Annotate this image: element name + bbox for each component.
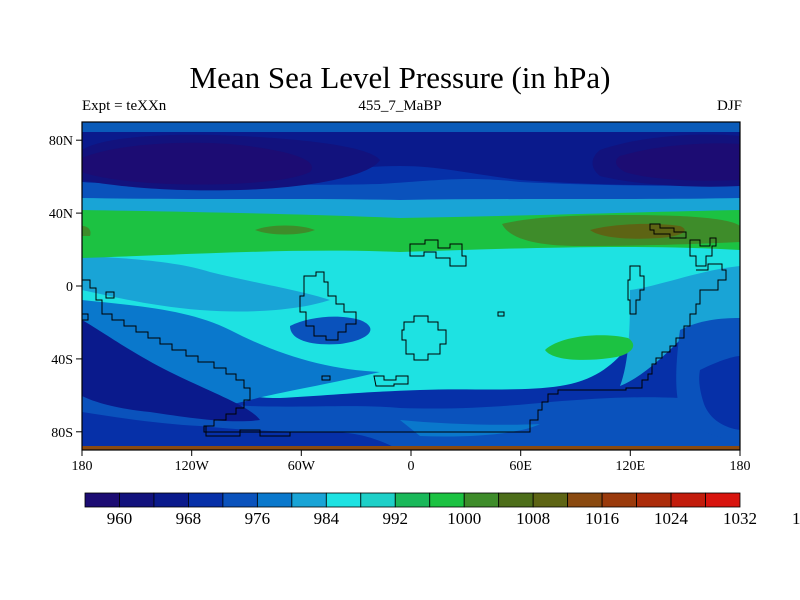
central-high-cell — [255, 225, 315, 235]
south-pacific-low — [82, 320, 260, 422]
x-tick-label: 60W — [288, 459, 316, 474]
north-transition-2 — [82, 178, 740, 200]
east-pacific-shade — [82, 256, 330, 312]
colorbar-swatch — [463, 492, 500, 508]
colorbar-swatch — [601, 492, 637, 508]
y-tick-label: 40N — [49, 207, 73, 222]
colorbar-swatch — [360, 492, 396, 508]
colorbar-swatch — [153, 492, 189, 508]
south-pole-cap — [82, 446, 740, 450]
east-south-low — [699, 356, 740, 430]
colorbar-swatch — [256, 492, 293, 508]
map-title: Mean Sea Level Pressure (in hPa) — [189, 60, 611, 95]
season-label: DJF — [716, 98, 742, 114]
colorbar-swatch — [394, 492, 431, 508]
x-tick-label: 120E — [616, 459, 646, 474]
southern-trough-west — [82, 412, 400, 450]
colorbar-swatch — [119, 492, 155, 508]
colorbar-label: 968 — [176, 509, 202, 528]
pressure-field — [82, 122, 740, 450]
y-tick-label: 80S — [51, 426, 73, 441]
x-tick-label: 0 — [408, 459, 415, 474]
x-tick-label: 180 — [72, 459, 93, 474]
colorbar-label: 984 — [314, 509, 340, 528]
coastlines — [82, 223, 727, 437]
colorbar-swatch — [670, 492, 706, 508]
colorbar-swatch — [325, 492, 362, 508]
colorbar-label: 992 — [383, 509, 409, 528]
indian-ocean-high — [545, 335, 634, 360]
west-edge-high — [82, 226, 91, 236]
x-tick-label: 120W — [175, 459, 210, 474]
x-tick-label: 180 — [730, 459, 751, 474]
colorbar-label: 976 — [245, 509, 271, 528]
experiment-label: Expt = teXXn — [82, 98, 167, 114]
colorbar-swatch — [291, 492, 327, 508]
colorbar-label: 1024 — [654, 509, 689, 528]
colorbar-swatch — [532, 492, 569, 508]
colorbar-swatch — [84, 492, 120, 508]
colorbar-label: 960 — [107, 509, 133, 528]
x-tick-label: 60E — [509, 459, 532, 474]
colorbar-label: 1032 — [723, 509, 757, 528]
colorbar-swatch — [429, 492, 465, 508]
colorbar-swatch — [567, 492, 603, 508]
north-pole-cap — [82, 122, 740, 132]
axis-ticks — [76, 139, 741, 456]
colorbar-swatch — [222, 492, 258, 508]
atlantic-low-core — [615, 143, 740, 181]
y-tick-label: 0 — [66, 280, 73, 295]
east-trop-shade — [620, 266, 740, 386]
y-tick-label: 40S — [51, 353, 73, 368]
colorbar-label: 1016 — [585, 509, 619, 528]
y-tick-label: 80N — [49, 134, 73, 149]
colorbar-swatch — [188, 492, 224, 508]
colorbar-label: 1008 — [516, 509, 550, 528]
colorbar-label: 1040 — [792, 509, 800, 528]
colorbar-labels: 960 968 976 984 992 1000 1008 1016 1024 1032 1040 — [107, 509, 800, 528]
run-label: 455_7_MaBP — [358, 98, 442, 114]
colorbar-label: 1000 — [447, 509, 481, 528]
north-transition — [82, 196, 740, 218]
colorbar-swatch — [498, 492, 534, 508]
pacific-low-core — [82, 142, 312, 185]
colorbar — [84, 492, 741, 508]
colorbar-swatch — [705, 492, 741, 508]
colorbar-swatch — [636, 492, 672, 508]
